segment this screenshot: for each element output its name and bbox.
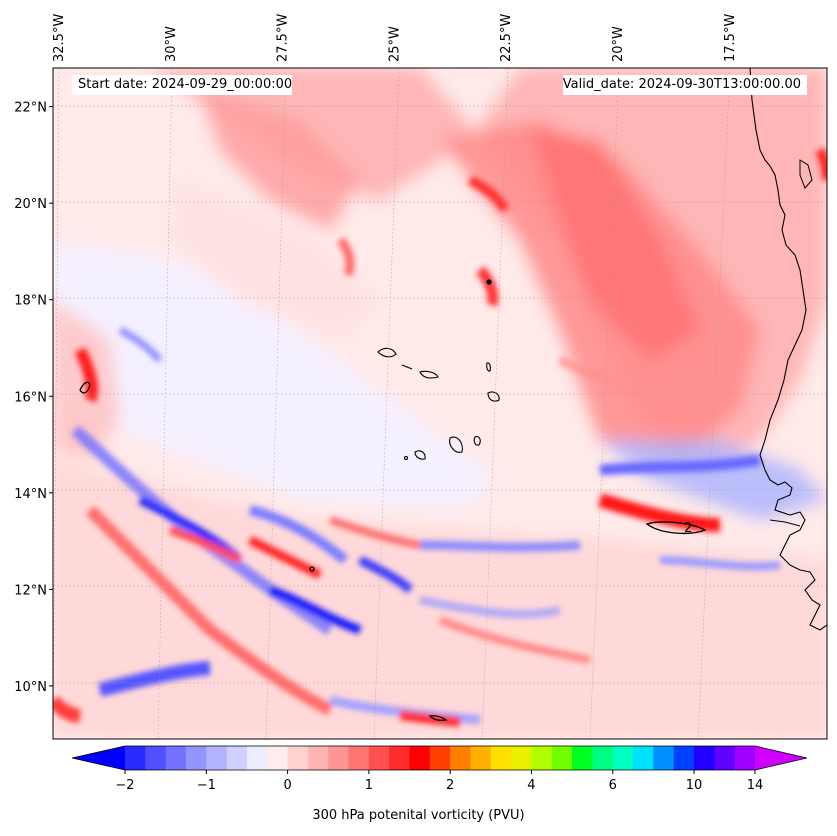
island-right — [799, 159, 813, 189]
colorbar-tick-label: 10 — [686, 778, 703, 793]
colorbar-tick-label: 4 — [527, 778, 535, 793]
longitude-label: 32.5°W — [52, 14, 67, 62]
longitude-label: 22.5°W — [499, 14, 514, 62]
latitude-label: 14°N — [14, 487, 47, 502]
colorbar-segment — [572, 746, 593, 770]
contour-label: 2 — [684, 521, 692, 536]
latitude-label: 18°N — [14, 294, 47, 309]
latitude-label: 22°N — [14, 101, 47, 116]
cape-verde-islands — [377, 347, 500, 461]
colorbar-max-arrow — [755, 746, 807, 770]
colorbar-segment — [653, 746, 675, 770]
colorbar-min-arrow — [72, 746, 125, 770]
colorbar-segment — [511, 746, 532, 770]
colorbar-segment — [185, 746, 207, 770]
colorbar-segment — [551, 746, 573, 770]
colorbar-segment — [348, 746, 370, 770]
colorbar-segment — [531, 746, 553, 770]
colorbar-segment — [307, 746, 329, 770]
africa-coastline — [749, 68, 827, 631]
colorbar-tick-label: −1 — [197, 778, 216, 793]
colorbar-segment — [206, 746, 228, 770]
latitude-label: 10°N — [14, 680, 47, 695]
colorbar-tick-label: 0 — [283, 778, 291, 793]
colorbar-segment — [226, 746, 248, 770]
longitude-labels: 32.5°W 30°W 27.5°W 25°W 22.5°W 20°W 17.5°W — [52, 14, 738, 62]
colorbar-segment — [125, 746, 146, 770]
colorbar-tick-label: −2 — [115, 778, 134, 793]
colorbar-segment — [287, 746, 309, 770]
colorbar-segment — [389, 746, 411, 770]
colorbar-segment — [409, 746, 431, 770]
pv-field-map: 2 — [53, 68, 827, 739]
colorbar-segment — [694, 746, 715, 770]
pv-smooth-regions — [53, 68, 827, 739]
latitude-label: 12°N — [14, 583, 47, 598]
longitude-label: 25°W — [387, 26, 402, 62]
colorbar-tick-label: 14 — [747, 778, 764, 793]
colorbar-segment — [368, 746, 390, 770]
colorbar-segment — [267, 746, 289, 770]
longitude-label: 20°W — [611, 26, 626, 62]
colorbar-tick-labels: −2 −1 0 1 2 4 6 10 14 — [115, 770, 763, 793]
colorbar-segment — [673, 746, 695, 770]
colorbar-segment — [734, 746, 756, 770]
colorbar-segment — [470, 746, 492, 770]
colorbar-tick-label: 6 — [609, 778, 617, 793]
colorbar-title: 300 hPa potenital vorticity (PVU) — [312, 808, 525, 823]
colorbar-segment — [328, 746, 350, 770]
colorbar-tick-label: 1 — [365, 778, 373, 793]
map-frame — [52, 67, 828, 740]
colorbar-segment — [165, 746, 187, 770]
pv-filaments — [53, 147, 827, 727]
pv-2-contours — [79, 279, 707, 722]
pv-colorbar — [71, 745, 808, 771]
colorbar-segment — [246, 746, 268, 770]
colorbar-segment — [592, 746, 614, 770]
map-gridlines — [53, 68, 827, 739]
colorbar-segment — [490, 746, 512, 770]
colorbar-segment — [633, 746, 654, 770]
longitude-label: 17.5°W — [723, 14, 738, 62]
colorbar-segment — [612, 746, 634, 770]
latitude-label: 16°N — [14, 390, 47, 405]
river-mouth — [769, 519, 801, 527]
latitude-label: 20°N — [14, 197, 47, 212]
colorbar-segment — [429, 746, 451, 770]
colorbar-segment — [450, 746, 471, 770]
colorbar-segment — [145, 746, 167, 770]
longitude-label: 27.5°W — [276, 14, 291, 62]
colorbar-tick-label: 2 — [446, 778, 454, 793]
start-date-label: Start date: 2024-09-29_00:00:00 — [72, 75, 293, 95]
colorbar-segment — [714, 746, 736, 770]
latitude-labels: 22°N 20°N 18°N 16°N 14°N 12°N 10°N — [14, 101, 53, 695]
longitude-label: 30°W — [164, 26, 179, 62]
valid-date-label: Valid_date: 2024-09-30T13:00:00.00 — [562, 75, 807, 95]
